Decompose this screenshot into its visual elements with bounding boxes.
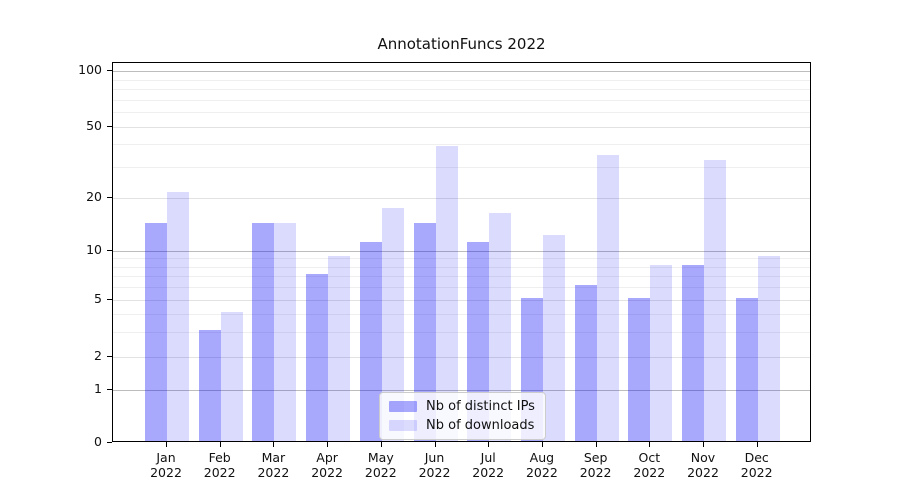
gridline-y-30 <box>113 166 810 168</box>
legend-entry-distinct-ips: Nb of distinct IPs <box>389 398 535 414</box>
bar-aug-downloads <box>542 235 565 441</box>
bar-feb-ips <box>198 329 221 441</box>
y-tick-0 <box>107 442 112 443</box>
x-tick-label-nov: Nov 2022 <box>687 450 719 480</box>
x-tick-label-mar: Mar 2022 <box>257 450 290 480</box>
x-tick-label-apr: Apr 2022 <box>311 450 343 480</box>
x-tick-label-oct: Oct 2022 <box>633 450 666 480</box>
bar-jun-downloads <box>435 146 458 441</box>
y-tick-20 <box>107 197 112 198</box>
gridline-y-7 <box>113 276 810 278</box>
bar-apr-downloads <box>328 256 351 441</box>
gridline-y-9 <box>113 258 810 260</box>
gridline-y-40 <box>113 144 810 146</box>
gridline-y-10 <box>113 251 810 252</box>
gridline-y-60 <box>113 112 810 114</box>
bar-may-downloads <box>381 208 404 441</box>
x-tick-feb <box>219 442 221 447</box>
y-tick-2 <box>107 356 112 357</box>
bar-nov-ips <box>682 264 704 441</box>
bar-apr-ips <box>306 274 329 441</box>
bar-feb-downloads <box>220 311 243 441</box>
legend-label-downloads: Nb of downloads <box>426 417 535 433</box>
y-tick-label-10: 10 <box>86 242 102 257</box>
y-tick-label-2: 2 <box>94 348 102 363</box>
bar-oct-ips <box>628 298 651 441</box>
bar-oct-downloads <box>650 264 673 441</box>
bar-jul-downloads <box>489 213 512 441</box>
legend-label-distinct-ips: Nb of distinct IPs <box>426 398 535 414</box>
bar-jan-downloads <box>167 192 189 441</box>
y-tick-label-50: 50 <box>86 118 102 133</box>
x-tick-nov <box>703 442 704 447</box>
x-tick-jun <box>434 442 436 447</box>
y-tick-1 <box>107 389 112 390</box>
x-tick-label-sep: Sep 2022 <box>579 450 612 480</box>
x-tick-may <box>380 442 382 447</box>
chart-title: AnnotationFuncs 2022 <box>377 35 546 53</box>
bar-jul-ips <box>467 241 490 441</box>
x-tick-oct <box>649 442 651 447</box>
y-tick-label-1: 1 <box>94 381 102 396</box>
x-tick-label-jul: Jul 2022 <box>472 450 505 480</box>
gridline-y-4 <box>113 313 810 315</box>
x-tick-aug <box>541 442 543 447</box>
bar-nov-downloads <box>704 159 726 441</box>
x-tick-sep <box>595 442 597 447</box>
x-tick-label-feb: Feb 2022 <box>203 450 236 480</box>
x-tick-label-jun: Jun 2022 <box>418 450 451 480</box>
legend-swatch-distinct-ips <box>389 400 417 412</box>
x-tick-mar <box>273 442 275 447</box>
gridline-y-100 <box>113 71 810 72</box>
gridline-y-1 <box>113 390 810 391</box>
x-tick-jan <box>166 442 167 447</box>
gridline-y-20 <box>113 198 810 199</box>
gridline-y-90 <box>113 79 810 81</box>
x-tick-label-jan: Jan 2022 <box>150 450 182 480</box>
legend-entry-downloads: Nb of downloads <box>389 417 535 433</box>
bar-dec-downloads <box>757 256 780 441</box>
bar-sep-ips <box>574 285 597 441</box>
bar-sep-downloads <box>596 154 619 441</box>
x-tick-apr <box>327 442 329 447</box>
y-tick-label-20: 20 <box>86 189 102 204</box>
y-tick-50 <box>107 126 112 127</box>
gridline-y-8 <box>113 266 810 268</box>
gridline-y-2 <box>113 357 810 358</box>
gridline-y-6 <box>113 287 810 289</box>
y-tick-label-5: 5 <box>94 291 102 306</box>
bar-dec-ips <box>735 298 758 441</box>
x-tick-label-dec: Dec 2022 <box>740 450 773 480</box>
x-tick-label-may: May 2022 <box>364 450 397 480</box>
x-tick-jul <box>488 442 490 447</box>
gridline-y-5 <box>113 300 810 301</box>
gridline-y-50 <box>113 127 810 128</box>
y-tick-10 <box>107 250 112 251</box>
y-tick-label-0: 0 <box>94 434 102 449</box>
y-tick-5 <box>107 299 112 300</box>
legend: Nb of distinct IPs Nb of downloads <box>379 392 546 440</box>
bar-jun-ips <box>413 223 436 441</box>
x-tick-dec <box>756 442 758 447</box>
gridline-y-80 <box>113 89 810 90</box>
bar-mar-ips <box>252 223 275 441</box>
y-tick-label-100: 100 <box>78 62 102 77</box>
bar-jan-ips <box>145 223 167 441</box>
bar-may-ips <box>359 241 382 441</box>
legend-swatch-downloads <box>389 419 417 431</box>
plot-area <box>112 62 811 442</box>
x-tick-label-aug: Aug 2022 <box>525 450 558 480</box>
gridline-y-70 <box>113 99 810 101</box>
y-tick-100 <box>107 70 112 71</box>
bar-mar-downloads <box>274 223 297 441</box>
gridline-y-3 <box>113 331 810 333</box>
